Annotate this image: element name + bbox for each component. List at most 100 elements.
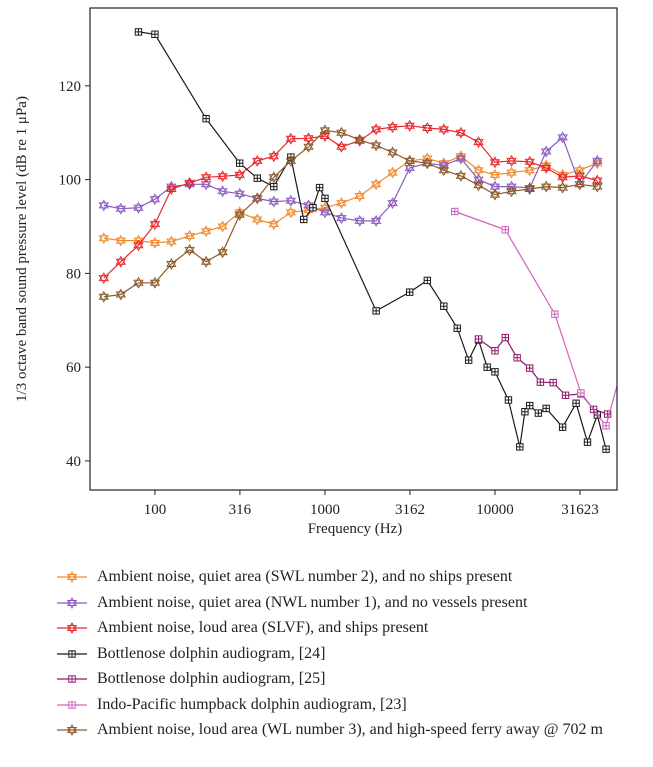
marker [422,157,433,170]
x-tick-label: 316 [229,502,252,518]
marker-part [440,303,447,310]
marker-part [404,161,415,171]
marker-part [438,164,449,174]
marker [303,140,314,153]
marker-part [252,192,263,202]
marker-part [184,246,195,256]
marker-part [473,136,484,146]
marker-part [234,211,245,221]
y-tick-label: 100 [59,173,82,189]
marker-part [387,169,398,179]
marker-part [455,126,467,136]
legend-item: Indo-Pacific humpback dolphin audiogram,… [55,693,653,719]
marker-part [149,193,161,203]
marker [285,206,297,219]
marker-part [505,396,512,404]
marker-part [68,701,76,708]
marker-part [252,213,263,223]
marker [451,207,459,216]
marker-part [524,186,535,196]
marker-part [285,135,297,145]
marker-part [502,334,509,341]
marker-part [438,162,449,172]
marker-part [234,187,245,197]
marker-part [316,184,323,191]
marker-part [149,276,161,286]
marker [315,183,324,192]
marker-part [285,197,297,207]
marker-part [133,242,144,252]
marker-part [455,169,467,179]
marker [440,302,448,310]
marker [473,179,484,192]
marker [149,218,161,231]
marker-part [217,249,228,259]
marker-part [285,154,297,164]
marker-part [234,171,245,181]
marker-part [387,200,398,210]
marker [489,168,501,181]
marker-part [354,190,365,199]
marker [66,596,78,609]
marker-part [336,197,347,207]
marker [387,166,398,179]
marker-part [524,155,535,165]
marker [66,723,78,737]
marker-part [473,139,484,149]
marker [542,404,550,413]
marker [354,190,365,202]
legend-item: Bottlenose dolphin audiogram, [24] [55,642,653,668]
marker [285,194,297,207]
marker [309,204,317,212]
marker-part [370,178,382,188]
marker-part [166,257,177,267]
marker [583,438,592,446]
marker [268,195,279,208]
marker [252,213,263,226]
marker [151,30,159,38]
legend: Ambient noise, quiet area (SWL number 2)… [0,565,653,744]
marker [217,170,228,183]
marker-part [455,129,467,139]
marker-part [234,208,245,218]
marker-part [98,275,109,285]
marker-part [404,119,415,129]
marker [200,255,212,268]
plot-frame [89,7,618,491]
marker-part [151,31,159,38]
marker-part [540,145,552,155]
marker-part [540,148,552,158]
marker-part [526,402,533,409]
marker [370,178,382,191]
marker [557,181,568,194]
marker-part [577,389,585,397]
marker-part [166,186,177,196]
marker-part [540,161,552,171]
marker-part [387,146,398,156]
marker-part [370,217,382,227]
marker-part [252,216,263,226]
marker [438,164,449,177]
y-tick-label: 60 [66,360,81,376]
marker-part [217,223,228,233]
marker [536,378,545,386]
marker-part [574,178,585,188]
legend-icon [57,700,87,709]
marker [473,136,484,149]
marker [474,335,483,343]
marker [524,155,535,168]
marker [525,364,534,372]
marker [540,145,552,158]
marker-part [285,132,297,142]
marker [166,257,177,271]
marker [321,194,329,203]
x-tick-label: 3162 [395,502,425,518]
legend-label: Ambient noise, quiet area (NWL number 1)… [97,593,528,611]
marker [602,445,610,453]
marker-part [184,243,195,253]
marker-part [66,625,78,635]
marker-part [319,209,331,219]
marker-part [321,195,329,202]
marker-part [66,723,78,733]
marker-part [98,202,109,212]
